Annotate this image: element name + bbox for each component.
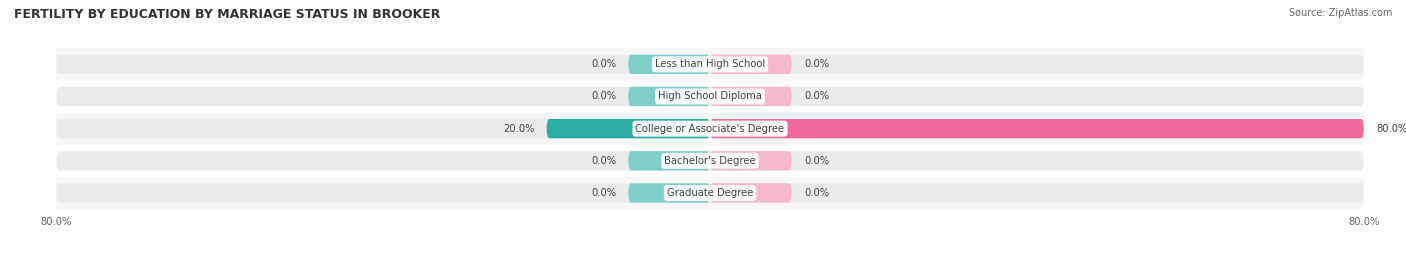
FancyBboxPatch shape bbox=[56, 55, 1364, 74]
Bar bbox=[56, 145, 1364, 177]
Text: Graduate Degree: Graduate Degree bbox=[666, 188, 754, 198]
FancyBboxPatch shape bbox=[547, 119, 710, 138]
FancyBboxPatch shape bbox=[710, 119, 1364, 138]
FancyBboxPatch shape bbox=[56, 87, 1364, 106]
Text: High School Diploma: High School Diploma bbox=[658, 91, 762, 102]
Bar bbox=[56, 48, 1364, 80]
FancyBboxPatch shape bbox=[710, 55, 792, 74]
FancyBboxPatch shape bbox=[628, 55, 710, 74]
Text: 0.0%: 0.0% bbox=[804, 156, 830, 166]
Text: 80.0%: 80.0% bbox=[1376, 124, 1406, 134]
FancyBboxPatch shape bbox=[56, 151, 1364, 170]
Bar bbox=[56, 177, 1364, 209]
Text: 0.0%: 0.0% bbox=[591, 59, 616, 69]
Bar bbox=[56, 113, 1364, 145]
FancyBboxPatch shape bbox=[710, 87, 792, 106]
Text: 0.0%: 0.0% bbox=[804, 91, 830, 102]
Text: FERTILITY BY EDUCATION BY MARRIAGE STATUS IN BROOKER: FERTILITY BY EDUCATION BY MARRIAGE STATU… bbox=[14, 8, 440, 21]
FancyBboxPatch shape bbox=[56, 119, 1364, 138]
Bar bbox=[56, 80, 1364, 113]
Text: College or Associate's Degree: College or Associate's Degree bbox=[636, 124, 785, 134]
Text: Source: ZipAtlas.com: Source: ZipAtlas.com bbox=[1288, 8, 1392, 18]
FancyBboxPatch shape bbox=[628, 151, 710, 170]
Text: 20.0%: 20.0% bbox=[503, 124, 534, 134]
FancyBboxPatch shape bbox=[710, 151, 792, 170]
Text: 0.0%: 0.0% bbox=[591, 188, 616, 198]
FancyBboxPatch shape bbox=[628, 183, 710, 203]
FancyBboxPatch shape bbox=[628, 87, 710, 106]
Text: Bachelor's Degree: Bachelor's Degree bbox=[664, 156, 756, 166]
Text: 0.0%: 0.0% bbox=[804, 59, 830, 69]
Text: 0.0%: 0.0% bbox=[591, 156, 616, 166]
Text: 0.0%: 0.0% bbox=[804, 188, 830, 198]
Text: Less than High School: Less than High School bbox=[655, 59, 765, 69]
FancyBboxPatch shape bbox=[710, 183, 792, 203]
Text: 0.0%: 0.0% bbox=[591, 91, 616, 102]
FancyBboxPatch shape bbox=[56, 183, 1364, 203]
